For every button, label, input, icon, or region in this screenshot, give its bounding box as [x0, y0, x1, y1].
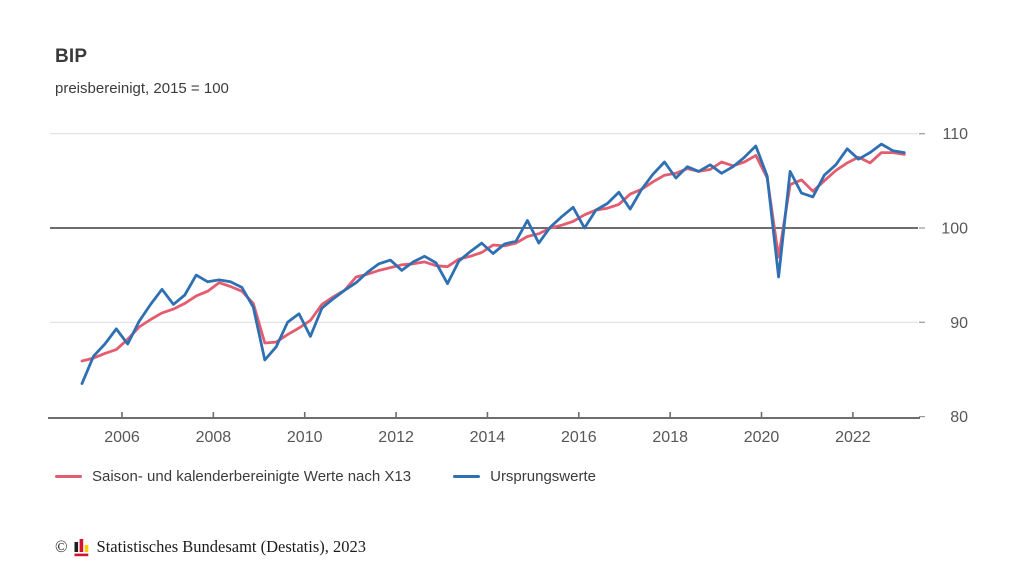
logo-bar-gold [84, 544, 88, 552]
chart-legend: Saison- und kalenderbereinigte Werte nac… [55, 468, 596, 485]
source-text: Statistisches Bundesamt (Destatis), 2023 [96, 537, 367, 556]
original-series-label: Ursprungswerte [490, 468, 596, 485]
x-tick-label: 2018 [652, 429, 688, 446]
adjusted-series-label: Saison- und kalenderbereinigte Werte nac… [92, 468, 412, 485]
x-tick-label: 2008 [196, 429, 232, 446]
copyright-symbol: © [55, 537, 68, 556]
x-tick-label: 2016 [561, 429, 597, 446]
destatis-bar-chart-icon [74, 538, 88, 556]
y-tick-label: 90 [950, 315, 968, 332]
x-tick-label: 2014 [470, 429, 506, 446]
logo-bar-red [79, 538, 83, 552]
y-tick-label: 80 [950, 409, 968, 426]
x-tick-label: 2006 [104, 429, 140, 446]
adjusted-series-swatch [55, 475, 82, 478]
logo-bar-black [74, 541, 78, 552]
chart-subtitle: preisbereinigt, 2015 = 100 [55, 80, 229, 97]
y-tick-label: 100 [941, 221, 968, 238]
x-tick-label: 2022 [835, 429, 871, 446]
y-tick-label: 110 [942, 126, 968, 143]
series-line-original [80, 142, 906, 386]
original-series-swatch [453, 475, 481, 478]
legend-item-original: Ursprungswerte [453, 468, 596, 485]
legend-item-adjusted: Saison- und kalenderbereinigte Werte nac… [55, 468, 411, 485]
source-line: © Statistisches Bundesamt (Destatis), 20… [55, 537, 366, 557]
logo-baseline [74, 553, 88, 556]
x-tick-label: 2010 [287, 429, 323, 446]
page-title: BIP [55, 46, 88, 67]
x-tick-label: 2020 [744, 429, 780, 446]
x-tick-label: 2012 [378, 429, 414, 446]
